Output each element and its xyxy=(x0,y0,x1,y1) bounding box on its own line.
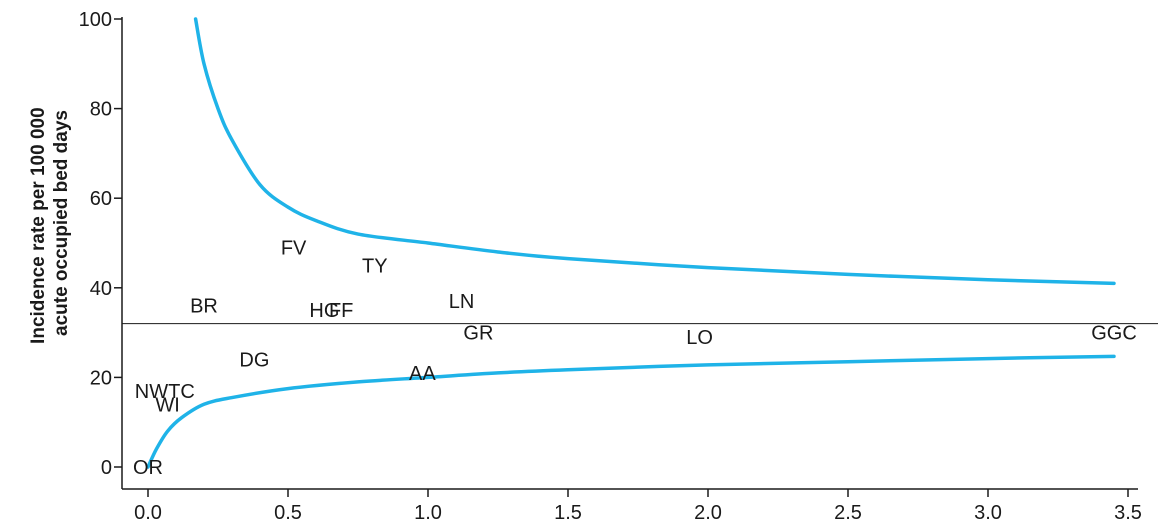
data-point-label: WI xyxy=(155,394,179,416)
data-point-label: NWTC xyxy=(135,381,195,403)
data-point-label: TY xyxy=(362,255,388,277)
data-point-label: FV xyxy=(281,237,307,259)
data-point-label: GGC xyxy=(1091,323,1137,345)
data-point-label: AA xyxy=(409,363,436,385)
lower-control-limit xyxy=(146,354,1116,469)
y-ticks: 0 20 40 60 80 100 xyxy=(79,9,122,479)
y-tick-label: 40 xyxy=(90,278,112,300)
upper-control-limit xyxy=(193,17,1116,286)
x-tick-label: 0.0 xyxy=(134,502,162,524)
x-tick-label: 1.5 xyxy=(554,502,582,524)
data-point-label: DG xyxy=(239,349,269,371)
x-tick-label: 3.0 xyxy=(974,502,1002,524)
y-tick-label: 100 xyxy=(79,9,112,31)
data-point-label: FF xyxy=(329,300,353,322)
x-ticks: 0.0 0.5 1.0 1.5 2.0 2.5 3.0 3.5 xyxy=(134,489,1142,524)
y-tick-label: 80 xyxy=(90,99,112,121)
y-axis-label-line-1: Incidence rate per 100 000 xyxy=(28,107,49,344)
data-point-label: OR xyxy=(133,457,163,479)
x-tick-label: 2.0 xyxy=(694,502,722,524)
y-tick-label: 60 xyxy=(90,188,112,210)
data-point-label: LN xyxy=(449,291,475,313)
y-axis-label-line-2: acute occupied bed days xyxy=(51,110,72,336)
x-tick-label: 3.5 xyxy=(1114,502,1142,524)
y-tick-label: 20 xyxy=(90,367,112,389)
y-tick-label: 0 xyxy=(101,457,112,479)
data-point-label: BR xyxy=(190,296,218,318)
data-point-label: HG xyxy=(309,300,339,322)
x-tick-label: 2.5 xyxy=(834,502,862,524)
y-axis-label: Incidence rate per 100 000 acute occupie… xyxy=(28,102,72,344)
data-point-label: LO xyxy=(686,327,713,349)
data-point-label: GR xyxy=(463,323,493,345)
x-tick-label: 1.0 xyxy=(414,502,442,524)
axes xyxy=(121,17,1138,490)
x-tick-label: 0.5 xyxy=(274,502,302,524)
